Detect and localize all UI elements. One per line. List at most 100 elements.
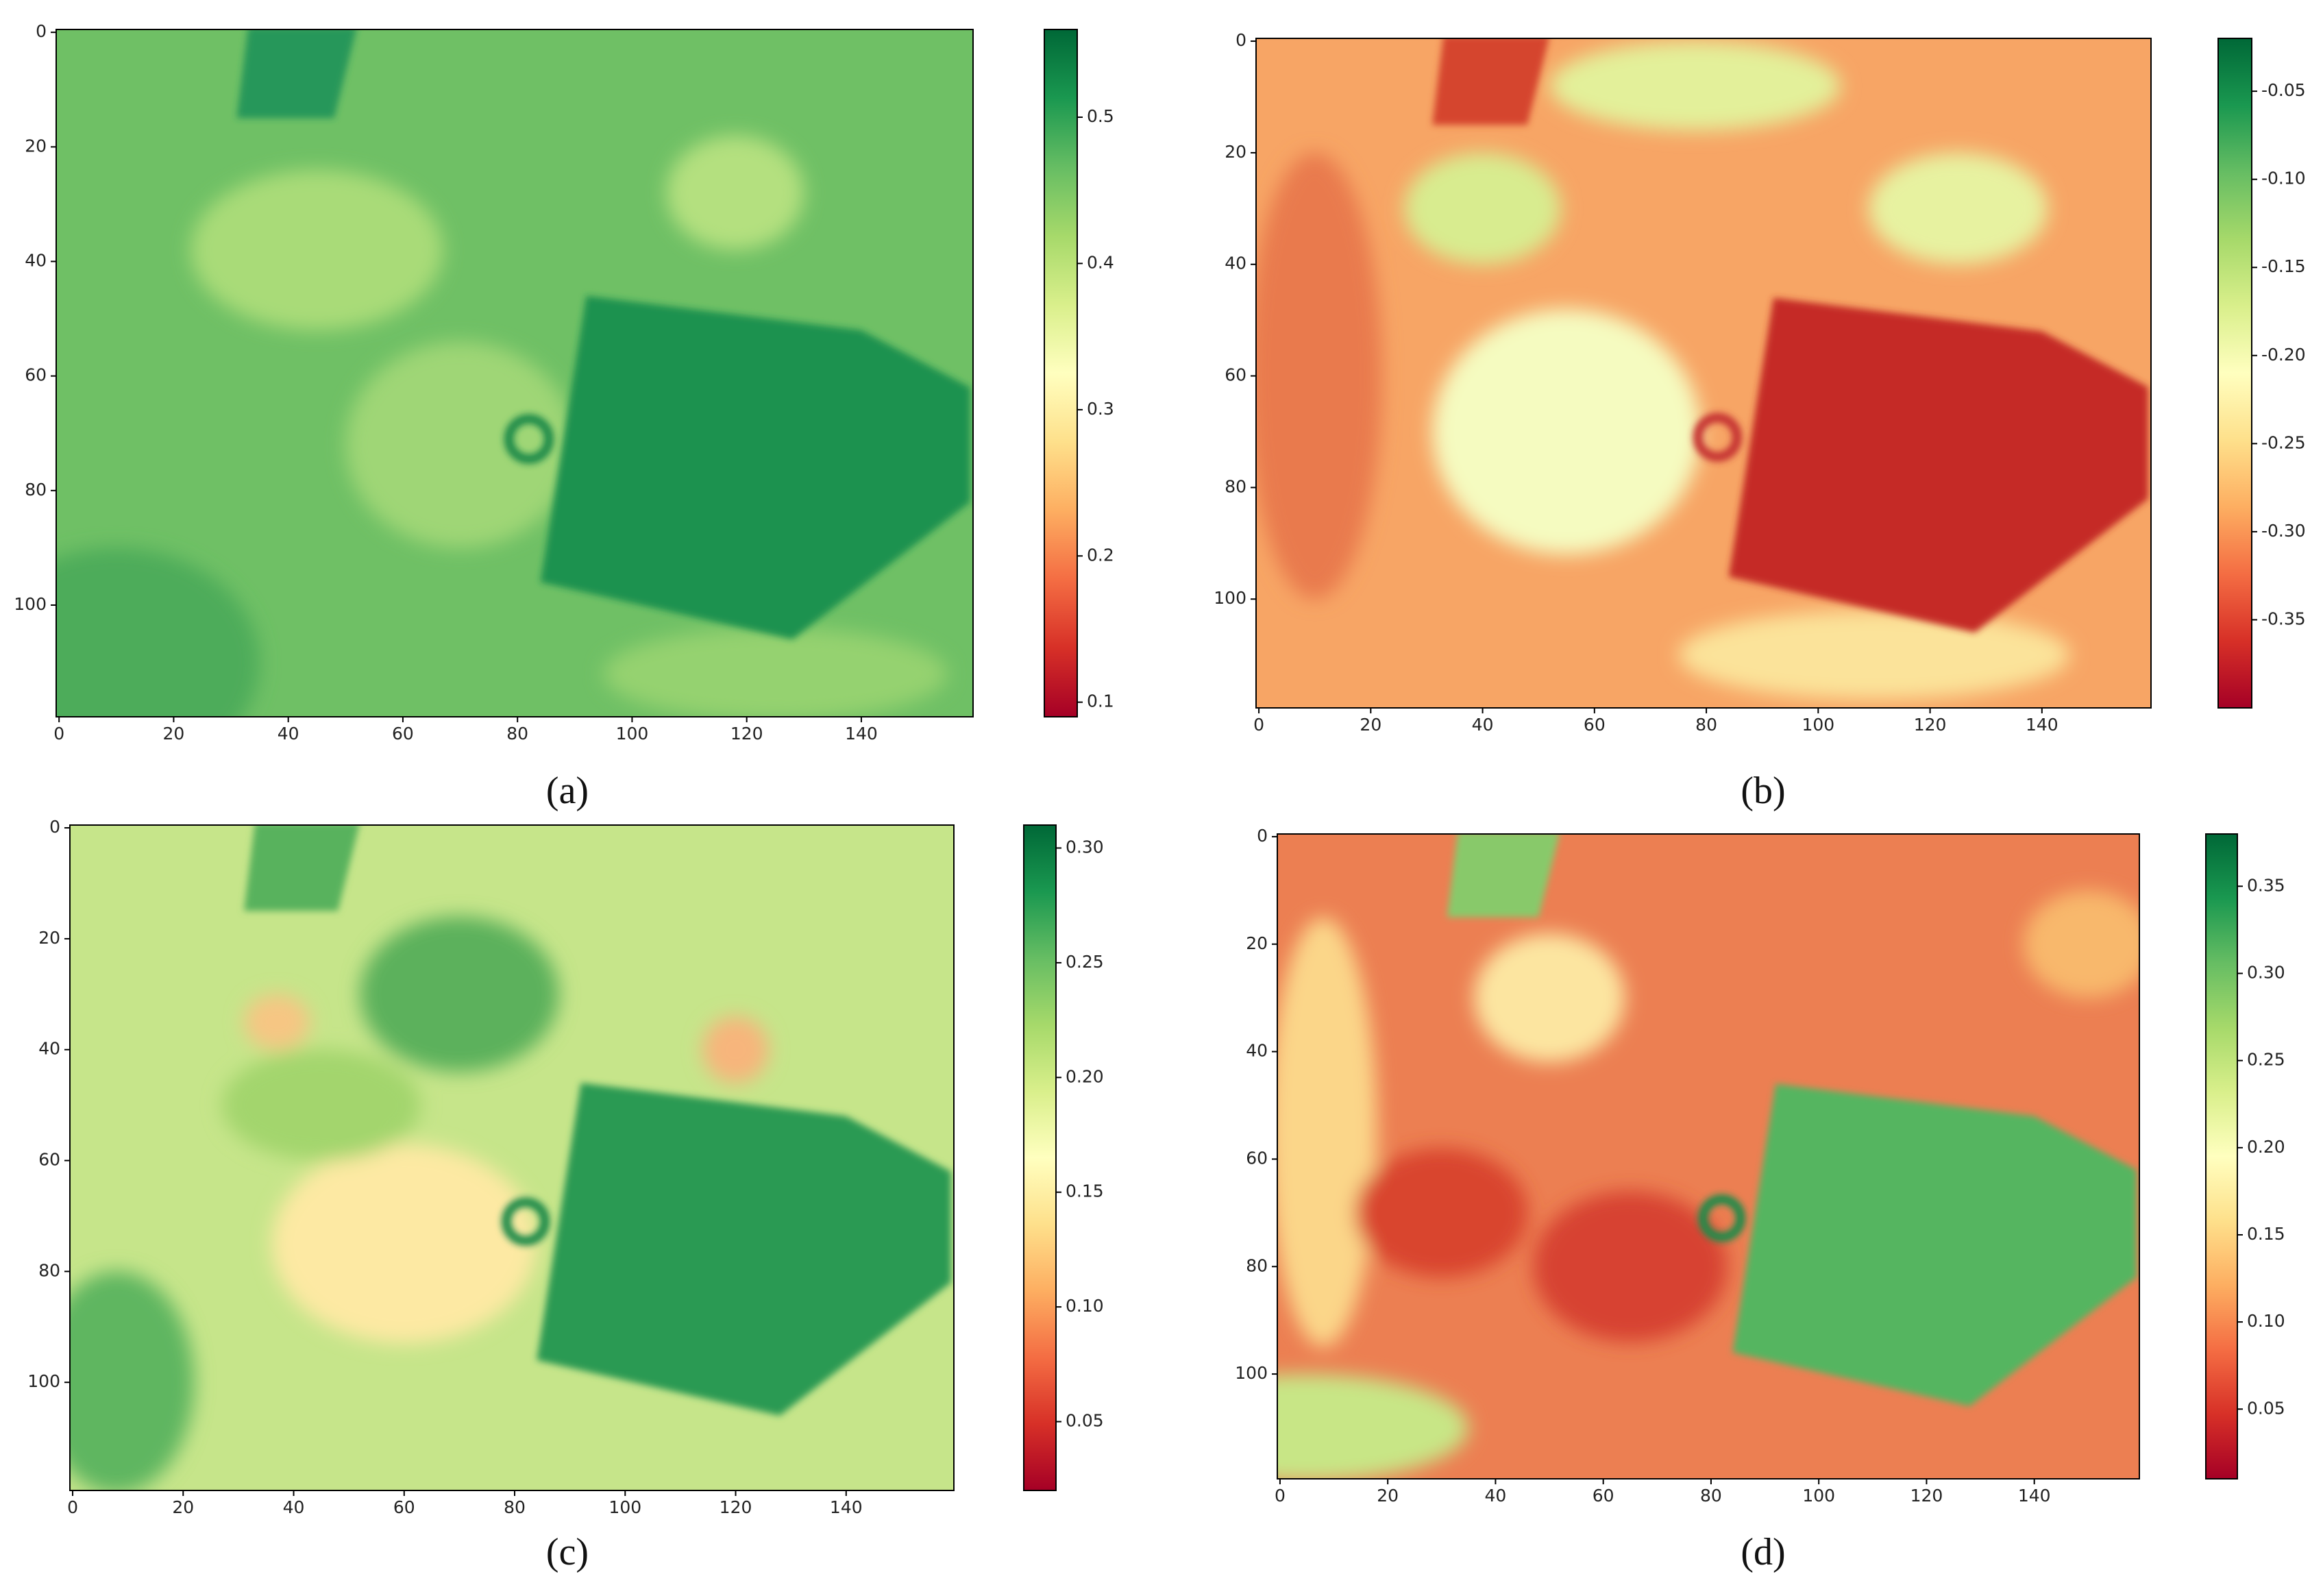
x-tick-label: 40: [283, 1497, 305, 1517]
heatmap-region: [1678, 610, 2070, 700]
colorbar-tick-label: -0.25: [2261, 432, 2306, 452]
colorbar-tick-label: 0.05: [2247, 1398, 2285, 1418]
colorbar-tick-label: 0.30: [1066, 837, 1104, 857]
colorbar: [2205, 833, 2238, 1480]
heatmap-region: [1549, 41, 1841, 131]
y-tick-label: 80: [25, 480, 47, 500]
colorbar-tick-label: 0.1: [1087, 691, 1114, 711]
x-tick-label: 80: [504, 1497, 526, 1517]
heatmap-image: [70, 825, 954, 1490]
heatmap-image: [56, 29, 973, 717]
colorbar-tick-label: 0.2: [1087, 545, 1114, 565]
heatmap-region: [345, 341, 575, 548]
heatmap-image: [1256, 38, 2151, 708]
heatmap-region: [190, 169, 443, 330]
colorbar-tick-label: -0.30: [2261, 521, 2306, 541]
x-tick-label: 20: [163, 724, 185, 744]
colorbar-tick-label: 0.4: [1087, 252, 1114, 272]
x-tick-label: 0: [53, 724, 64, 744]
x-tick-label: 100: [609, 1497, 641, 1517]
panel: 0 20 40 60 80 100 120 140 0 20 40 60 80 100 0.05 0.10 0.…: [1235, 826, 2285, 1573]
heatmap-region: [2023, 890, 2139, 998]
colorbar: [1044, 29, 1078, 717]
heatmap-region: [1256, 153, 1382, 600]
colorbar-tick-label: 0.5: [1087, 106, 1114, 126]
x-tick-label: 0: [67, 1497, 78, 1517]
y-tick-label: 100: [14, 594, 47, 614]
heatmap-regions: [56, 135, 948, 717]
colorbar-tick-label: 0.20: [1066, 1066, 1104, 1086]
colorbar-tick-label: -0.15: [2261, 256, 2306, 276]
heatmap-region: [1277, 1374, 1469, 1479]
heatmap-objects: [1432, 38, 2148, 633]
heatmap-object: [236, 29, 356, 119]
panel-label: (c): [546, 1531, 589, 1573]
heatmap-object: [1447, 834, 1560, 918]
heatmap-region: [1432, 308, 1701, 555]
colorbar-tick-label: 0.25: [2247, 1050, 2285, 1070]
colorbar: [1023, 824, 1057, 1491]
x-tick-label: 120: [1914, 715, 1947, 735]
y-tick-label: 60: [1225, 365, 1246, 385]
heatmap-region: [666, 135, 804, 250]
panel: 0 20 40 60 80 100 120 140 0 20 40 60 80 100 0.05 0.10 0.…: [27, 817, 1103, 1573]
colorbar-tick-label: 0.15: [2247, 1224, 2285, 1244]
colorbar-tick-label: -0.10: [2261, 169, 2306, 188]
heatmap-region: [221, 1049, 421, 1161]
x-tick-label: 80: [506, 724, 528, 744]
x-tick-label: 0: [1253, 715, 1264, 735]
x-tick-label: 120: [1910, 1486, 1943, 1506]
heatmap-region: [243, 994, 310, 1050]
x-tick-label: 60: [392, 724, 414, 744]
y-tick-label: 100: [1235, 1363, 1268, 1383]
heatmap-region: [702, 1016, 769, 1083]
plot-frame: [1277, 833, 2140, 1480]
x-tick-label: 60: [1584, 715, 1606, 735]
heatmap-region: [603, 628, 948, 717]
heatmap-region: [56, 548, 260, 717]
heatmap-object: [537, 1083, 951, 1416]
heatmap-objects: [243, 825, 951, 1416]
heatmap-object: [1698, 1194, 1746, 1242]
x-tick-label: 40: [1485, 1486, 1507, 1506]
x-tick-label: 80: [1695, 715, 1717, 735]
x-tick-label: 140: [2018, 1486, 2051, 1506]
colorbar-tick-label: 0.25: [1066, 952, 1104, 972]
heatmap-region: [1868, 152, 2048, 265]
heatmap-region: [1277, 917, 1377, 1347]
heatmap-objects: [236, 29, 970, 640]
colorbar-tick-label: -0.35: [2261, 609, 2306, 628]
heatmap-object: [1732, 1083, 2137, 1407]
heatmap-regions: [1256, 41, 2070, 700]
x-tick-label: 40: [278, 724, 299, 744]
x-tick-label: 100: [1802, 1486, 1835, 1506]
x-tick-label: 80: [1700, 1486, 1722, 1506]
plot-frame: [56, 29, 974, 717]
heatmap-object: [1728, 297, 2148, 633]
x-tick-label: 0: [1275, 1486, 1286, 1506]
panel-label: (a): [546, 770, 589, 812]
x-tick-label: 100: [616, 724, 649, 744]
panel-label: (b): [1741, 770, 1785, 812]
heatmap-region: [70, 1271, 195, 1490]
heatmap-regions: [1277, 890, 2139, 1479]
x-tick-label: 140: [830, 1497, 863, 1517]
heatmap-object: [501, 1197, 550, 1246]
plot-frame: [69, 824, 955, 1491]
x-tick-label: 20: [1360, 715, 1381, 735]
y-tick-label: 40: [1246, 1041, 1268, 1061]
heatmap-object: [504, 414, 554, 464]
heatmap-object: [243, 825, 360, 911]
heatmap-objects: [1447, 834, 2137, 1407]
y-tick-label: 60: [1246, 1148, 1268, 1168]
y-tick-label: 20: [38, 928, 60, 948]
heatmap-regions: [70, 916, 769, 1490]
y-tick-label: 40: [1225, 254, 1246, 273]
y-tick-label: 20: [25, 136, 47, 156]
y-tick-label: 20: [1225, 142, 1246, 162]
colorbar-tick-label: 0.3: [1087, 399, 1114, 419]
heatmap-region: [271, 1144, 537, 1344]
heatmap-object: [1432, 38, 1549, 125]
heatmap-object: [1693, 413, 1742, 462]
